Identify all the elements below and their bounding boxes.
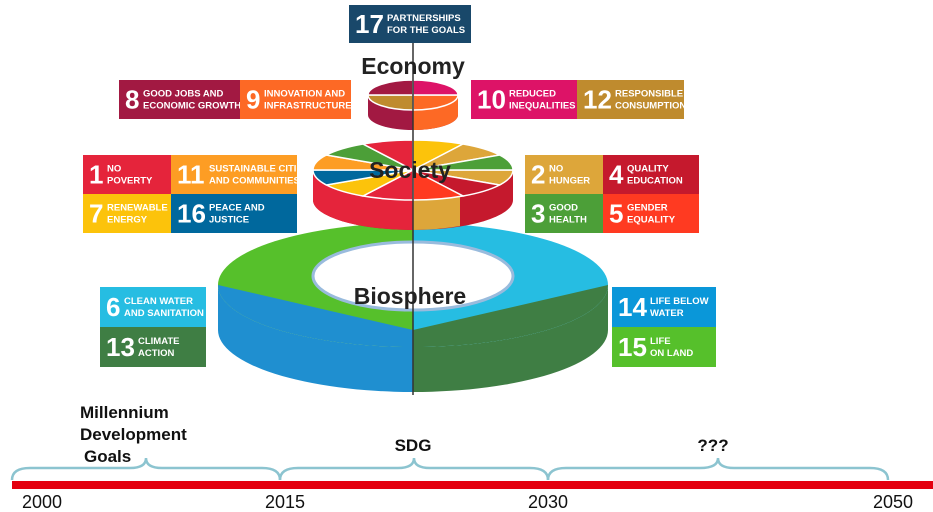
goal-label: FOR THE GOALS	[387, 25, 465, 36]
goal-label: INFRASTRUCTURE	[264, 101, 352, 112]
goal-label: INEQUALITIES	[509, 101, 576, 112]
goal-number: 11	[177, 160, 205, 190]
goal-label: NO	[549, 164, 563, 175]
goal-label: GENDER	[627, 203, 668, 214]
year-label: 2015	[265, 492, 305, 512]
goal-label: RESPONSIBLE	[615, 89, 683, 100]
goal-number: 10	[477, 85, 506, 115]
timeline: Millennium Development Goals SDG??? 2000 2015…	[22, 403, 913, 512]
era-label: Millennium	[80, 403, 169, 422]
goal-number: 2	[531, 160, 545, 190]
era-label: ???	[697, 436, 728, 455]
goal-label: INNOVATION AND	[264, 89, 345, 100]
goal-label: LIFE	[650, 336, 671, 347]
goal-label: HEALTH	[549, 215, 587, 226]
goal-label: WATER	[650, 308, 684, 319]
goal-number: 16	[177, 199, 206, 229]
year-label: 2000	[22, 492, 62, 512]
goal-tile: 15LIFEON LAND	[612, 327, 716, 367]
goal-label: CLIMATE	[138, 336, 180, 347]
goal-label: PARTNERSHIPS	[387, 13, 461, 24]
goal-label: AND SANITATION	[124, 308, 204, 319]
goal-label: CLEAN WATER	[124, 296, 193, 307]
wedge	[413, 80, 458, 95]
era-label: Development	[80, 425, 187, 444]
goal-number: 1	[89, 160, 103, 190]
goal-label: RENEWABLE	[107, 203, 168, 214]
goal-number: 6	[106, 292, 120, 322]
wedge	[368, 80, 413, 95]
goal-label: SUSTAINABLE CITIES	[209, 164, 309, 175]
sdg-diagram: Economy Society Biosphere 17PARTNERSHIPS…	[0, 0, 933, 512]
layer-label: Biosphere	[354, 283, 466, 309]
goal-label: EQUALITY	[627, 215, 676, 226]
goal-label: PEACE AND	[209, 203, 265, 214]
era-label: SDG	[395, 436, 432, 455]
goal-number: 3	[531, 199, 545, 229]
goal-label: AND COMMUNITIES	[209, 176, 300, 187]
goal-label: CONSUMPTION	[615, 101, 686, 112]
goal-label: REDUCED	[509, 89, 556, 100]
goal-label: GOOD	[549, 203, 578, 214]
goal-number: 13	[106, 332, 135, 362]
goal-number: 7	[89, 199, 103, 229]
goal-number: 12	[583, 85, 612, 115]
goal-number: 15	[618, 332, 647, 362]
goal-number: 4	[609, 160, 624, 190]
year-label: 2030	[528, 492, 568, 512]
era-label: Goals	[84, 447, 131, 466]
goal-label: ECONOMIC GROWTH	[143, 101, 241, 112]
layer-label: Economy	[361, 53, 465, 79]
layer-label: Society	[369, 157, 451, 183]
goal-label: ACTION	[138, 348, 175, 359]
goal-number: 14	[618, 292, 647, 322]
goal-number: 17	[355, 9, 384, 39]
goal-number: 5	[609, 199, 623, 229]
goal-label: HUNGER	[549, 176, 590, 187]
year-label: 2050	[873, 492, 913, 512]
goal-number: 9	[246, 85, 260, 115]
goal-label: LIFE BELOW	[650, 296, 709, 307]
goal-label: JUSTICE	[209, 215, 249, 226]
goal-number: 8	[125, 85, 139, 115]
goal-label: NO	[107, 164, 121, 175]
goal-label: QUALITY	[627, 164, 669, 175]
timeline-bar	[12, 481, 933, 489]
goal-label: POVERTY	[107, 176, 153, 187]
goal-tile: 13CLIMATEACTION	[100, 327, 206, 367]
goal-label: ENERGY	[107, 215, 148, 226]
goal-label: ON LAND	[650, 348, 693, 359]
braces	[12, 458, 888, 480]
goal-label: GOOD JOBS AND	[143, 89, 224, 100]
goal-label: EDUCATION	[627, 176, 683, 187]
